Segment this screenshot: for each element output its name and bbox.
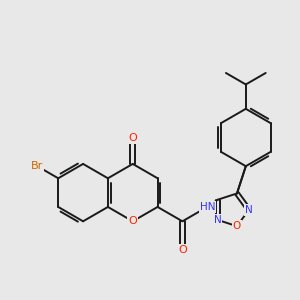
Text: Br: Br bbox=[31, 161, 43, 171]
Text: O: O bbox=[128, 133, 137, 143]
Text: N: N bbox=[245, 205, 253, 215]
Text: O: O bbox=[178, 245, 187, 255]
Text: O: O bbox=[233, 221, 241, 231]
Text: HN: HN bbox=[200, 202, 215, 212]
Text: N: N bbox=[214, 215, 222, 225]
Text: O: O bbox=[128, 216, 137, 226]
